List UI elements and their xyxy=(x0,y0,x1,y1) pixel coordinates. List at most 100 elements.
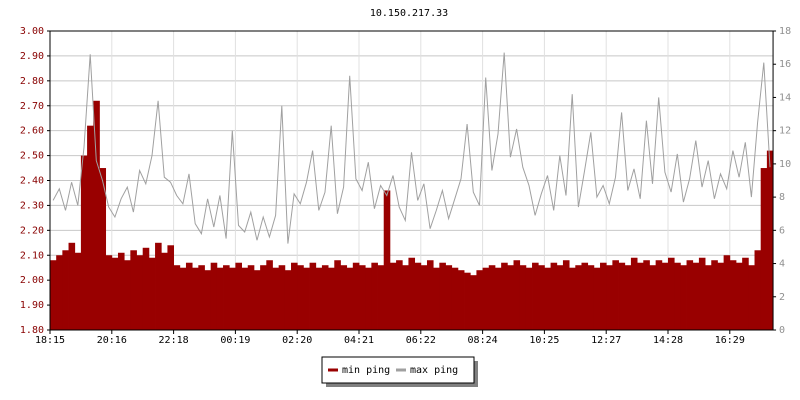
bar xyxy=(223,265,230,330)
y2-tick-label: 14 xyxy=(779,92,791,103)
bar xyxy=(68,242,76,330)
bar xyxy=(692,262,700,330)
y2-tick-label: 2 xyxy=(779,292,785,303)
bar xyxy=(155,242,162,330)
bar xyxy=(532,262,539,330)
bar xyxy=(544,267,551,330)
y2-tick-label: 16 xyxy=(779,59,791,70)
bar xyxy=(105,255,113,330)
bar xyxy=(291,262,298,330)
bar xyxy=(235,262,242,330)
bar xyxy=(192,267,199,330)
bar xyxy=(637,262,644,330)
y-tick-label: 2.70 xyxy=(20,101,44,112)
bar xyxy=(161,252,168,330)
bar xyxy=(93,100,100,331)
x-tick-label: 12:27 xyxy=(591,335,621,346)
bar xyxy=(476,270,483,330)
line xyxy=(52,52,771,244)
bar xyxy=(173,265,181,330)
bar xyxy=(760,168,768,330)
bar xyxy=(334,260,341,330)
bar xyxy=(402,265,409,330)
x-tick-label: 06:22 xyxy=(406,335,436,346)
y-tick-label: 2.90 xyxy=(20,51,44,62)
y-tick-label: 1.80 xyxy=(20,325,44,336)
bar xyxy=(581,262,589,330)
bar xyxy=(587,265,595,330)
legend-box xyxy=(321,356,475,384)
bar xyxy=(766,150,774,330)
y-tick-label: 2.80 xyxy=(20,76,44,87)
y2-tick-label: 0 xyxy=(779,325,785,336)
bar xyxy=(494,267,502,330)
bar xyxy=(420,265,428,330)
y-tick-label: 2.10 xyxy=(20,250,44,261)
bar xyxy=(148,257,156,330)
bar xyxy=(365,267,372,330)
bar xyxy=(315,267,323,330)
bar xyxy=(87,125,94,330)
bar xyxy=(50,260,57,330)
bar xyxy=(525,267,533,330)
bar xyxy=(451,267,459,330)
bar xyxy=(247,265,255,330)
bar xyxy=(426,260,434,330)
bar xyxy=(383,190,391,330)
x-tick-label: 08:24 xyxy=(468,335,498,346)
bar xyxy=(185,262,193,330)
bar xyxy=(99,168,107,330)
bar xyxy=(56,255,63,330)
bar xyxy=(439,262,446,330)
bar xyxy=(210,262,218,330)
bar xyxy=(550,262,558,330)
legend-label: max ping xyxy=(410,365,458,376)
y-tick-label: 1.90 xyxy=(20,300,44,311)
bar xyxy=(624,265,632,330)
bar xyxy=(216,267,224,330)
bar xyxy=(705,265,712,330)
bar xyxy=(668,257,675,330)
y-tick-label: 3.00 xyxy=(20,26,44,37)
chart-title: 10.150.217.33 xyxy=(370,8,448,19)
bar xyxy=(593,267,601,330)
bar xyxy=(117,252,125,330)
legend: min ping max ping xyxy=(328,365,458,376)
x-tick-label: 04:21 xyxy=(344,335,374,346)
bar xyxy=(260,265,267,330)
bar xyxy=(124,260,131,330)
bar xyxy=(612,260,619,330)
bar xyxy=(717,262,725,330)
bar xyxy=(464,272,471,330)
x-tick-label: 16:29 xyxy=(715,335,745,346)
bar xyxy=(643,260,650,330)
x-tick-label: 10:25 xyxy=(529,335,559,346)
y2-tick-label: 8 xyxy=(779,192,785,203)
bar xyxy=(433,267,440,330)
bar xyxy=(680,265,687,330)
x-tick-label: 00:19 xyxy=(220,335,250,346)
bar xyxy=(470,275,477,330)
bar xyxy=(711,260,718,330)
bar xyxy=(501,262,508,330)
y2-tick-label: 6 xyxy=(779,225,785,236)
bar xyxy=(729,260,737,330)
x-tick-label: 20:16 xyxy=(97,335,127,346)
bar xyxy=(575,265,582,330)
bar xyxy=(630,257,638,330)
bar xyxy=(297,265,304,330)
bar xyxy=(538,265,545,330)
x-tick-label: 22:18 xyxy=(159,335,189,346)
y-tick-label: 2.50 xyxy=(20,151,44,162)
bar xyxy=(371,262,378,330)
x-tick-label: 18:15 xyxy=(35,335,65,346)
bar xyxy=(204,270,212,330)
axes: 1.80 1.90 2.00 2.10 2.20 2.30 2.40 2.50 2.60 2.70… xyxy=(20,26,791,346)
y-tick-label: 2.30 xyxy=(20,200,44,211)
bar xyxy=(396,260,403,330)
bar xyxy=(272,267,280,330)
bar xyxy=(74,252,82,330)
